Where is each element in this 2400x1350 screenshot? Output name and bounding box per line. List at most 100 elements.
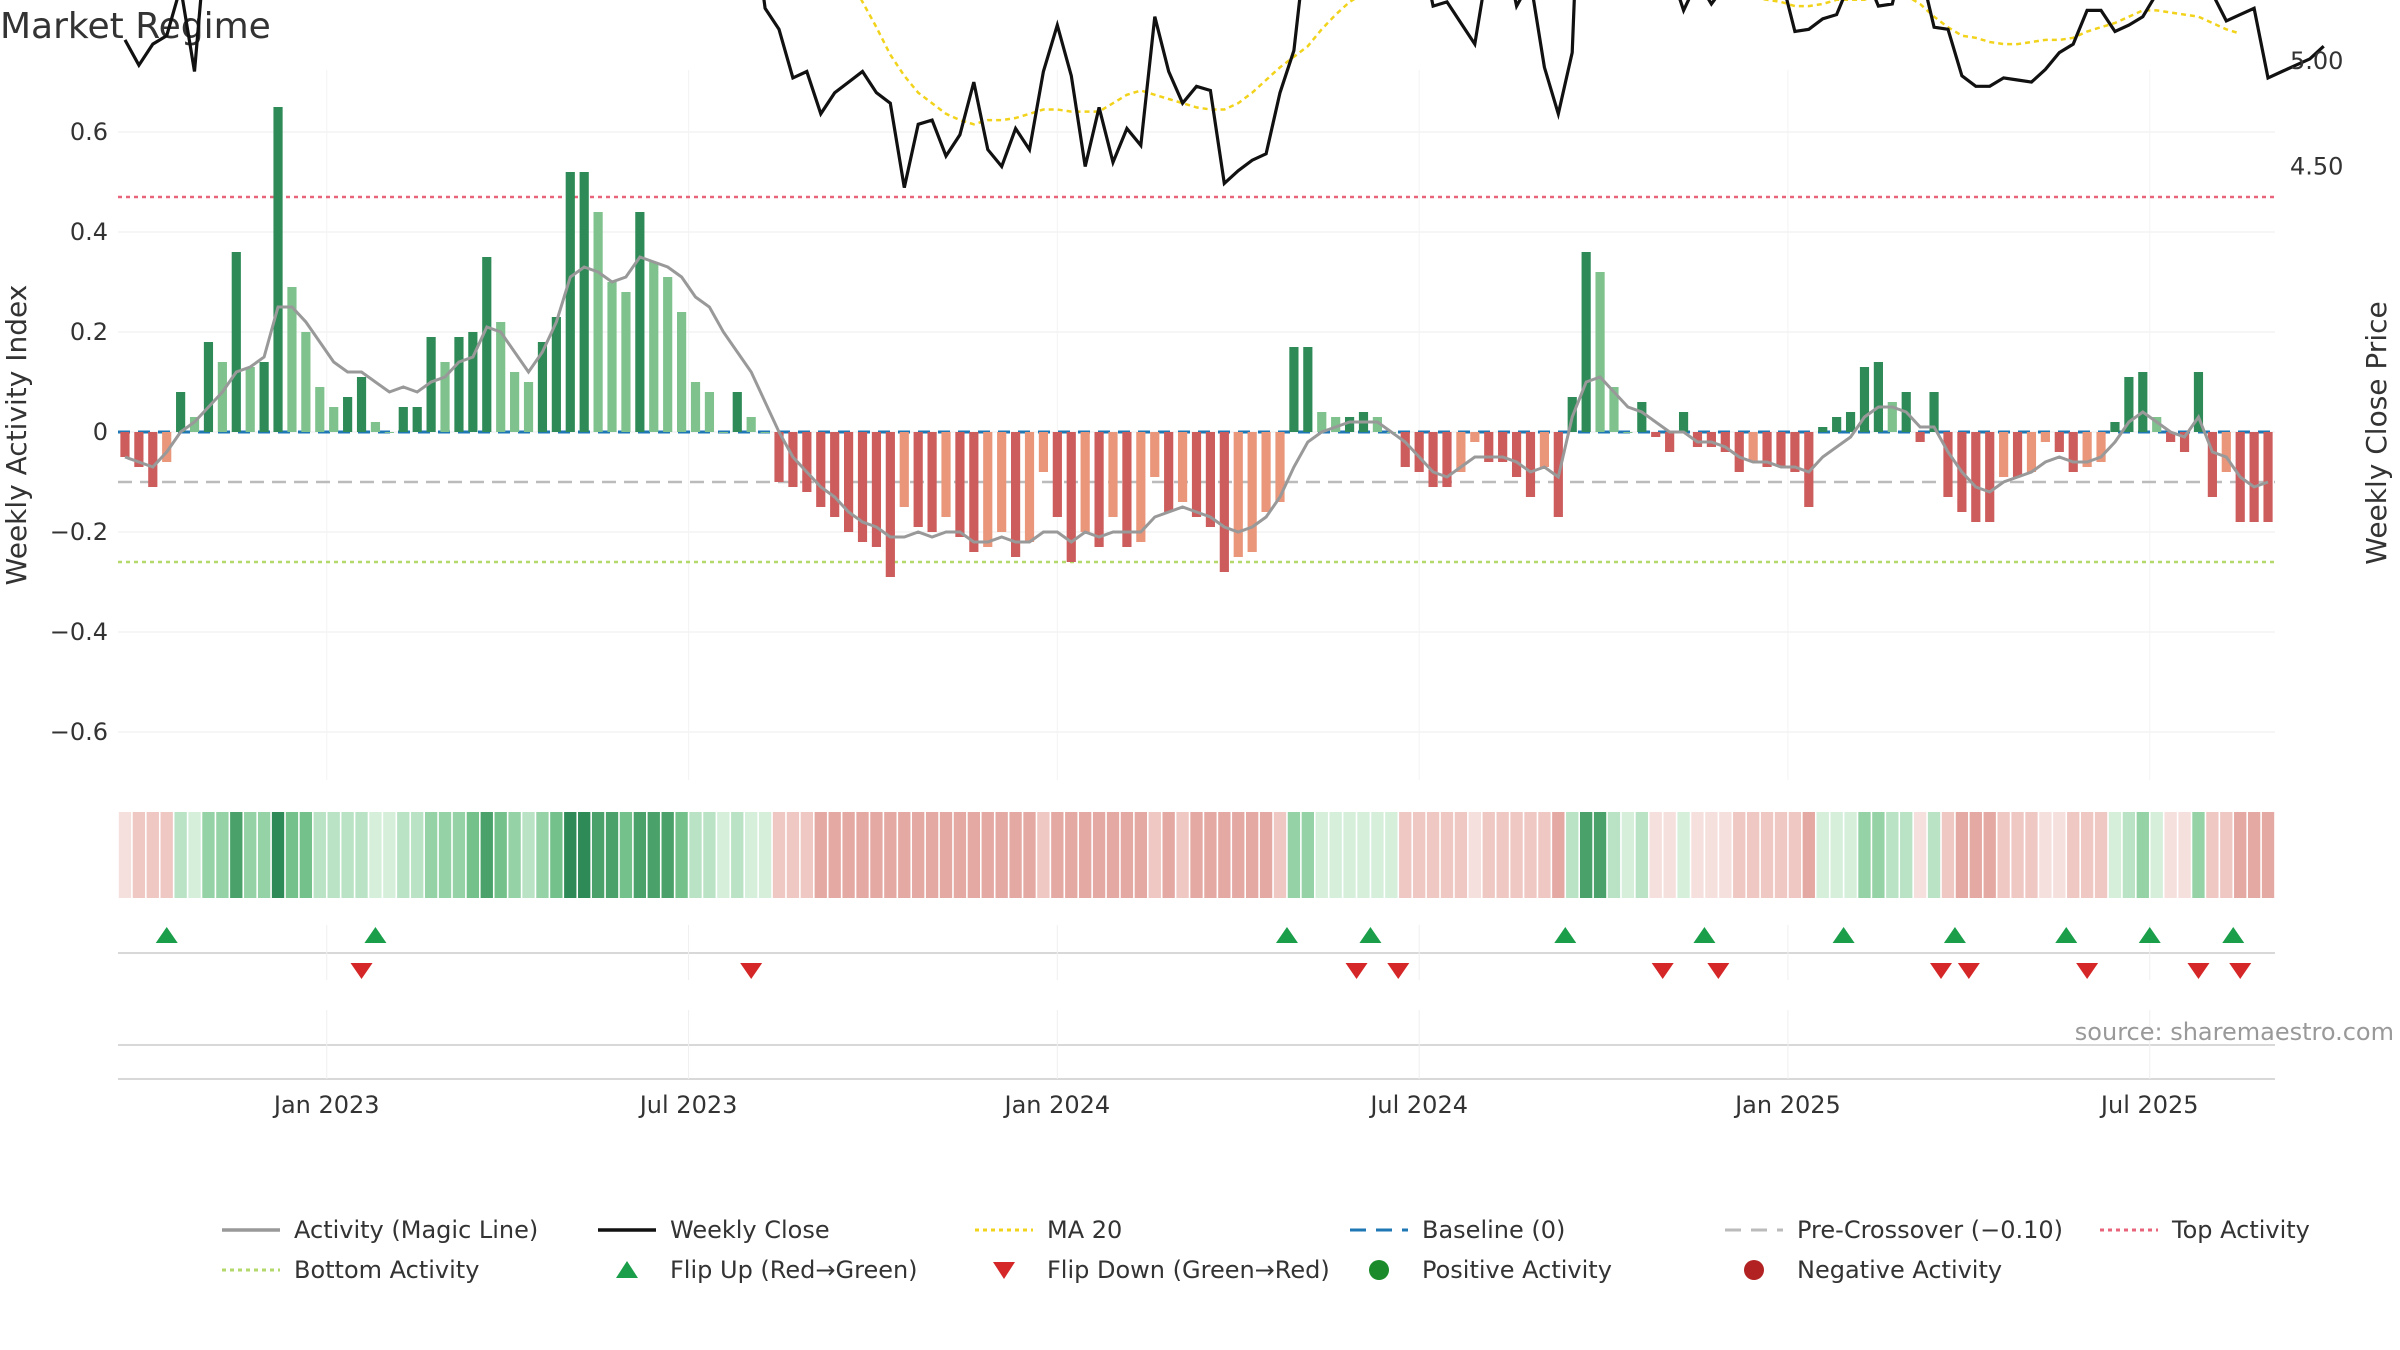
legend-item-bottom-activity: Bottom Activity xyxy=(222,1256,479,1284)
ribbon-cell xyxy=(1426,812,1440,898)
ribbon-cell xyxy=(856,812,869,898)
activity-bar xyxy=(1372,417,1383,432)
ribbon-cell xyxy=(2080,812,2094,898)
source-credit: source: sharemaestro.com xyxy=(2075,1018,2394,1046)
activity-bar xyxy=(1484,432,1494,462)
ribbon-cell xyxy=(870,812,883,898)
activity-bar xyxy=(1122,432,1132,547)
activity-bar xyxy=(482,257,492,432)
legend-label: Weekly Close xyxy=(670,1216,830,1244)
activity-bar xyxy=(1706,432,1716,447)
activity-bar xyxy=(2110,422,2120,432)
activity-bar xyxy=(871,432,882,547)
activity-bar xyxy=(663,277,673,432)
activity-bar xyxy=(1581,252,1591,432)
activity-bar xyxy=(1247,432,1257,552)
activity-bar xyxy=(273,107,283,432)
flip-down-marker xyxy=(1707,963,1730,979)
legend-label: Bottom Activity xyxy=(294,1256,479,1284)
flip-down-marker xyxy=(2229,963,2252,979)
ribbon-cell xyxy=(271,812,285,898)
activity-bar xyxy=(1108,432,1118,517)
activity-bar xyxy=(329,407,339,432)
activity-bar xyxy=(1776,432,1786,467)
activity-bar xyxy=(1150,432,1160,477)
flip-down-marker xyxy=(350,963,373,979)
ribbon-cell xyxy=(1065,812,1078,898)
legend-label: MA 20 xyxy=(1047,1216,1122,1244)
activity-bar xyxy=(384,432,394,433)
ribbon-cell xyxy=(2220,812,2233,898)
ribbon-cell xyxy=(188,812,201,898)
x-tick-label: Jul 2025 xyxy=(2099,1091,2199,1119)
activity-bar xyxy=(301,332,311,432)
flip-down-marker xyxy=(2076,963,2099,979)
activity-bar xyxy=(1915,432,1925,442)
ribbon-cell xyxy=(1733,812,1746,898)
ribbon-cell xyxy=(438,812,452,898)
ribbon-cell xyxy=(1983,812,1996,898)
ribbon-cell xyxy=(1162,812,1175,898)
activity-bar xyxy=(1845,412,1856,432)
ribbon-cell xyxy=(898,812,911,898)
ribbon-cell xyxy=(605,812,619,898)
activity-bar xyxy=(134,432,144,467)
ribbon-cell xyxy=(1830,812,1843,898)
x-tick-label: Jan 2024 xyxy=(1002,1091,1110,1119)
legend-item-negative-activity: Negative Activity xyxy=(1744,1256,2002,1284)
activity-bar xyxy=(690,382,701,432)
activity-bar xyxy=(2249,432,2259,522)
ribbon-cell xyxy=(536,812,549,898)
ribbon-cell xyxy=(2108,812,2122,898)
legend-label: Flip Down (Green→Red) xyxy=(1047,1256,1330,1284)
ribbon-cell xyxy=(355,812,368,898)
ribbon-cell xyxy=(2261,812,2275,898)
activity-bar xyxy=(2054,432,2064,452)
y-axis-left-title: Weekly Activity Index xyxy=(0,285,33,586)
x-tick-label: Jul 2024 xyxy=(1368,1091,1468,1119)
activity-bar xyxy=(1720,432,1730,452)
ribbon-cell xyxy=(508,812,521,898)
gridlines xyxy=(118,70,2275,780)
activity-bar xyxy=(1010,432,1021,557)
activity-bar xyxy=(1317,412,1327,432)
legend-swatch xyxy=(616,1261,638,1278)
ribbon-cell xyxy=(661,812,674,898)
legend-swatch xyxy=(993,1262,1015,1279)
activity-bars xyxy=(120,107,2273,577)
ribbon-cell xyxy=(1023,812,1036,898)
legend-item-top-activity: Top Activity xyxy=(2100,1216,2310,1244)
ribbon-cell xyxy=(1287,812,1301,898)
ribbon-cell xyxy=(299,812,313,898)
ribbon-cell xyxy=(633,812,647,898)
activity-bar xyxy=(315,387,325,432)
flip-up-marker xyxy=(1832,927,1855,943)
ribbon-cell xyxy=(202,812,215,898)
ribbon-cell xyxy=(452,812,466,898)
activity-bar xyxy=(1678,412,1689,432)
activity-bar xyxy=(621,292,631,432)
activity-bar xyxy=(955,432,965,537)
ribbon-cell xyxy=(1913,812,1927,898)
activity-bar xyxy=(1414,432,1424,472)
activity-bar xyxy=(1929,392,1939,432)
activity-bar xyxy=(510,372,520,432)
y-right-tick-label: 4.50 xyxy=(2290,153,2343,181)
activity-bar xyxy=(677,312,687,432)
ribbon-cell xyxy=(2150,812,2163,898)
ribbon-cell xyxy=(758,812,772,898)
activity-bar xyxy=(1080,432,1090,532)
ribbon-cell xyxy=(1218,812,1231,898)
activity-bar xyxy=(899,432,909,507)
legend-item-ma-20: MA 20 xyxy=(975,1216,1122,1244)
activity-bar xyxy=(1985,432,1995,522)
ribbon-cell xyxy=(1482,812,1495,898)
ribbon-cell xyxy=(1009,812,1022,898)
ribbon-cell xyxy=(1399,812,1412,898)
activity-bar xyxy=(635,212,645,432)
ribbon-cell xyxy=(786,812,800,898)
activity-bar xyxy=(704,392,715,432)
activity-bar xyxy=(1066,432,1076,562)
x-tick-label: Jul 2023 xyxy=(638,1091,738,1119)
